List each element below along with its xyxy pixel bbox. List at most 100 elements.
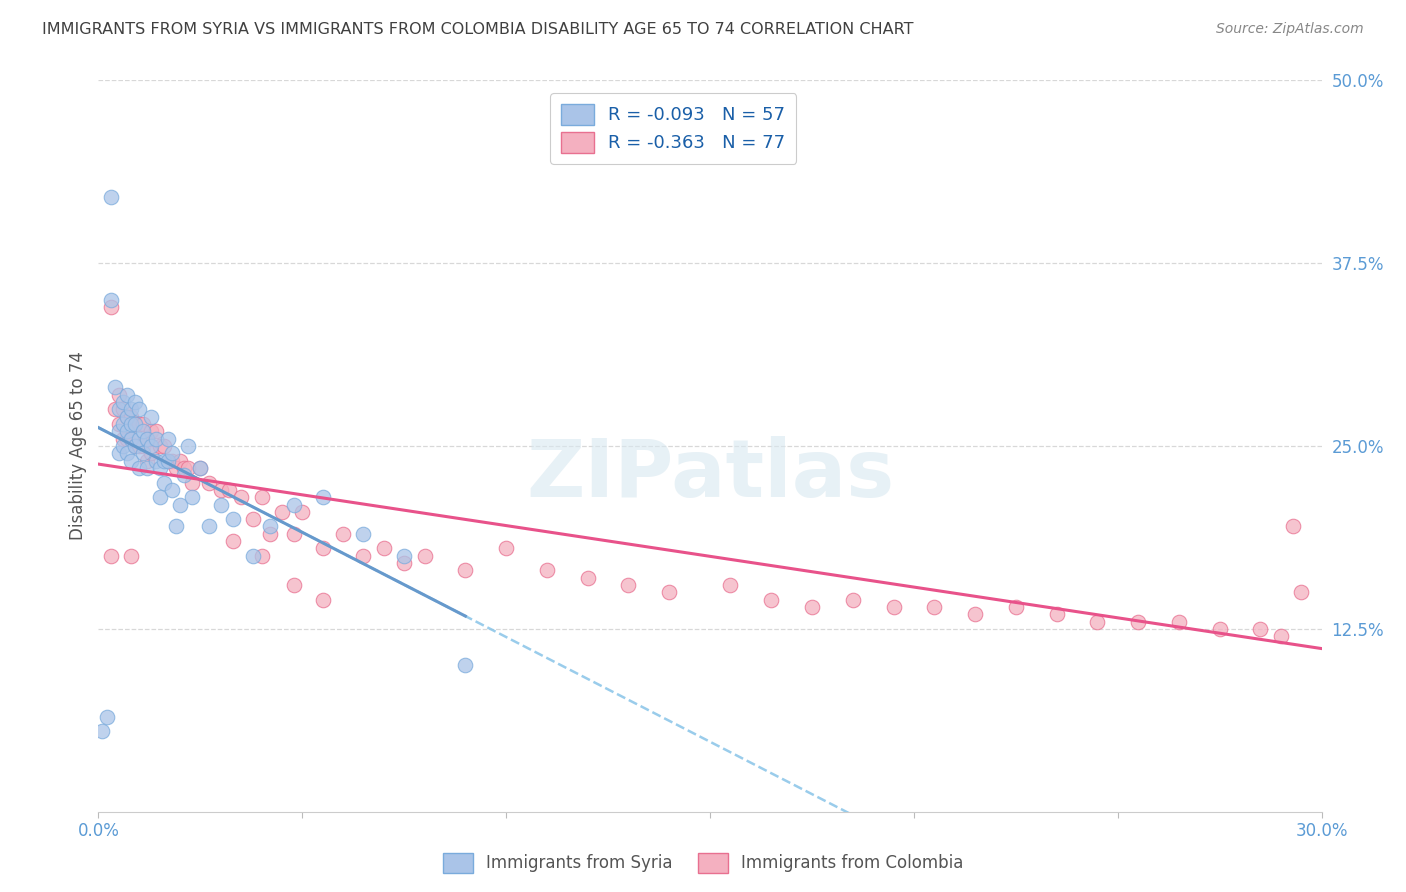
- Point: [104, 402, 127, 417]
- Point: [124, 439, 146, 453]
- Point: [111, 417, 134, 431]
- Point: [108, 446, 131, 460]
- Point: [965, 607, 987, 622]
- Point: [160, 453, 183, 467]
- Point: [120, 417, 142, 431]
- Point: [115, 432, 138, 446]
- Point: [883, 599, 905, 614]
- Point: [115, 425, 138, 439]
- Point: [115, 388, 138, 402]
- Point: [454, 658, 477, 673]
- Point: [173, 461, 195, 475]
- Point: [136, 461, 159, 475]
- Point: [120, 549, 142, 563]
- Point: [841, 592, 863, 607]
- Point: [165, 519, 187, 533]
- Point: [209, 483, 232, 497]
- Point: [132, 417, 155, 431]
- Point: [145, 425, 167, 439]
- Point: [259, 519, 281, 533]
- Point: [108, 417, 131, 431]
- Point: [801, 599, 824, 614]
- Point: [141, 425, 163, 439]
- Point: [1270, 629, 1292, 643]
- Point: [209, 498, 232, 512]
- Point: [132, 439, 155, 453]
- Point: [108, 388, 131, 402]
- Legend: Immigrants from Syria, Immigrants from Colombia: Immigrants from Syria, Immigrants from C…: [436, 847, 970, 880]
- Point: [160, 446, 183, 460]
- Point: [270, 505, 294, 519]
- Point: [120, 453, 142, 467]
- Point: [231, 490, 253, 504]
- Point: [922, 599, 945, 614]
- Point: [120, 402, 142, 417]
- Point: [373, 541, 395, 556]
- Point: [152, 453, 174, 467]
- Point: [617, 578, 640, 592]
- Point: [124, 395, 146, 409]
- Point: [149, 439, 172, 453]
- Point: [111, 432, 134, 446]
- Point: [149, 490, 172, 504]
- Point: [1209, 622, 1232, 636]
- Point: [312, 541, 335, 556]
- Point: [111, 402, 134, 417]
- Point: [536, 563, 558, 577]
- Point: [197, 475, 219, 490]
- Point: [91, 724, 114, 739]
- Point: [312, 592, 335, 607]
- Point: [576, 571, 599, 585]
- Point: [242, 512, 264, 526]
- Point: [218, 483, 240, 497]
- Point: [128, 432, 150, 446]
- Point: [120, 432, 142, 446]
- Point: [156, 453, 179, 467]
- Point: [283, 526, 305, 541]
- Text: IMMIGRANTS FROM SYRIA VS IMMIGRANTS FROM COLOMBIA DISABILITY AGE 65 TO 74 CORREL: IMMIGRANTS FROM SYRIA VS IMMIGRANTS FROM…: [42, 22, 914, 37]
- Point: [115, 409, 138, 424]
- Point: [720, 578, 742, 592]
- Point: [145, 453, 167, 467]
- Point: [1085, 615, 1108, 629]
- Point: [1167, 615, 1189, 629]
- Point: [250, 549, 273, 563]
- Point: [392, 556, 416, 570]
- Point: [242, 549, 264, 563]
- Text: ZIPatlas: ZIPatlas: [526, 436, 894, 515]
- Point: [141, 439, 163, 453]
- Point: [188, 461, 212, 475]
- Point: [1249, 622, 1271, 636]
- Point: [156, 432, 179, 446]
- Point: [177, 439, 200, 453]
- Point: [1128, 615, 1150, 629]
- Point: [124, 417, 146, 431]
- Point: [1045, 607, 1069, 622]
- Text: Source: ZipAtlas.com: Source: ZipAtlas.com: [1216, 22, 1364, 37]
- Point: [124, 439, 146, 453]
- Point: [291, 505, 314, 519]
- Point: [104, 380, 127, 394]
- Point: [222, 512, 245, 526]
- Point: [173, 468, 195, 483]
- Point: [250, 490, 273, 504]
- Point: [177, 461, 200, 475]
- Point: [100, 549, 122, 563]
- Point: [111, 439, 134, 453]
- Point: [392, 549, 416, 563]
- Point: [169, 453, 191, 467]
- Point: [108, 402, 131, 417]
- Point: [165, 461, 187, 475]
- Point: [128, 461, 150, 475]
- Point: [152, 475, 174, 490]
- Point: [115, 446, 138, 460]
- Point: [132, 425, 155, 439]
- Point: [658, 585, 681, 599]
- Legend: R = -0.093   N = 57, R = -0.363   N = 77: R = -0.093 N = 57, R = -0.363 N = 77: [551, 93, 796, 163]
- Point: [1291, 585, 1313, 599]
- Point: [120, 432, 142, 446]
- Point: [100, 293, 122, 307]
- Point: [100, 300, 122, 314]
- Point: [352, 526, 374, 541]
- Point: [283, 578, 305, 592]
